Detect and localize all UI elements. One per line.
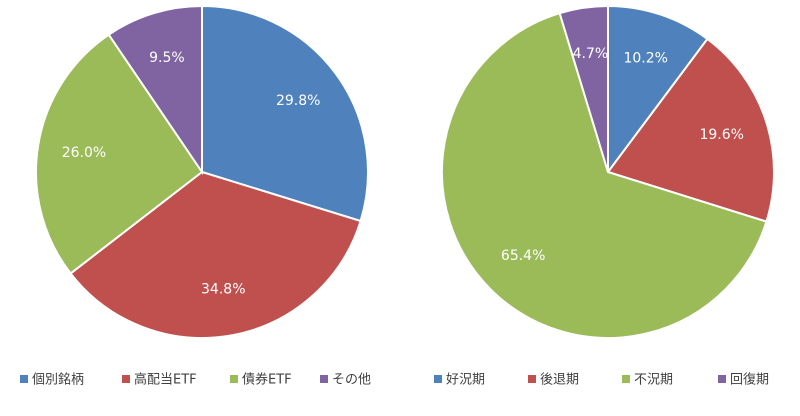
pie-slice [107, 4, 203, 176]
legend-swatch [230, 375, 238, 383]
legend-swatch [718, 375, 726, 383]
legend-label: 好況期 [446, 373, 485, 388]
legend-label: 不況期 [634, 373, 673, 388]
data-label: 9.5% [149, 50, 185, 66]
data-label: 65.4% [501, 248, 545, 264]
legend-swatch [434, 375, 442, 383]
legend-label: 後退期 [540, 373, 579, 388]
pie-slice [201, 4, 369, 223]
legend-label: 債券ETF [242, 372, 292, 388]
data-label: 29.8% [276, 93, 320, 109]
legend-swatch [528, 375, 536, 383]
legend-label: 高配当ETF [134, 372, 197, 388]
pie-slice [558, 4, 609, 173]
pie-slice [606, 37, 775, 223]
legend-label: その他 [332, 373, 371, 388]
pie-slice [607, 4, 709, 176]
pie-slice [35, 33, 204, 275]
legend-label: 回復期 [730, 372, 769, 388]
data-label: 10.2% [623, 51, 667, 67]
pie-slice [441, 11, 768, 339]
legend-swatch [622, 375, 630, 383]
data-label: 26.0% [62, 145, 106, 161]
data-label: 4.7% [573, 46, 609, 62]
data-label: 19.6% [699, 127, 743, 143]
data-label: 34.8% [201, 282, 245, 298]
legend-swatch [122, 375, 130, 383]
legend-swatch [20, 375, 28, 383]
pie-slice [69, 170, 362, 339]
legend-swatch [320, 375, 328, 383]
legend-label: 個別銘柄 [32, 373, 84, 388]
